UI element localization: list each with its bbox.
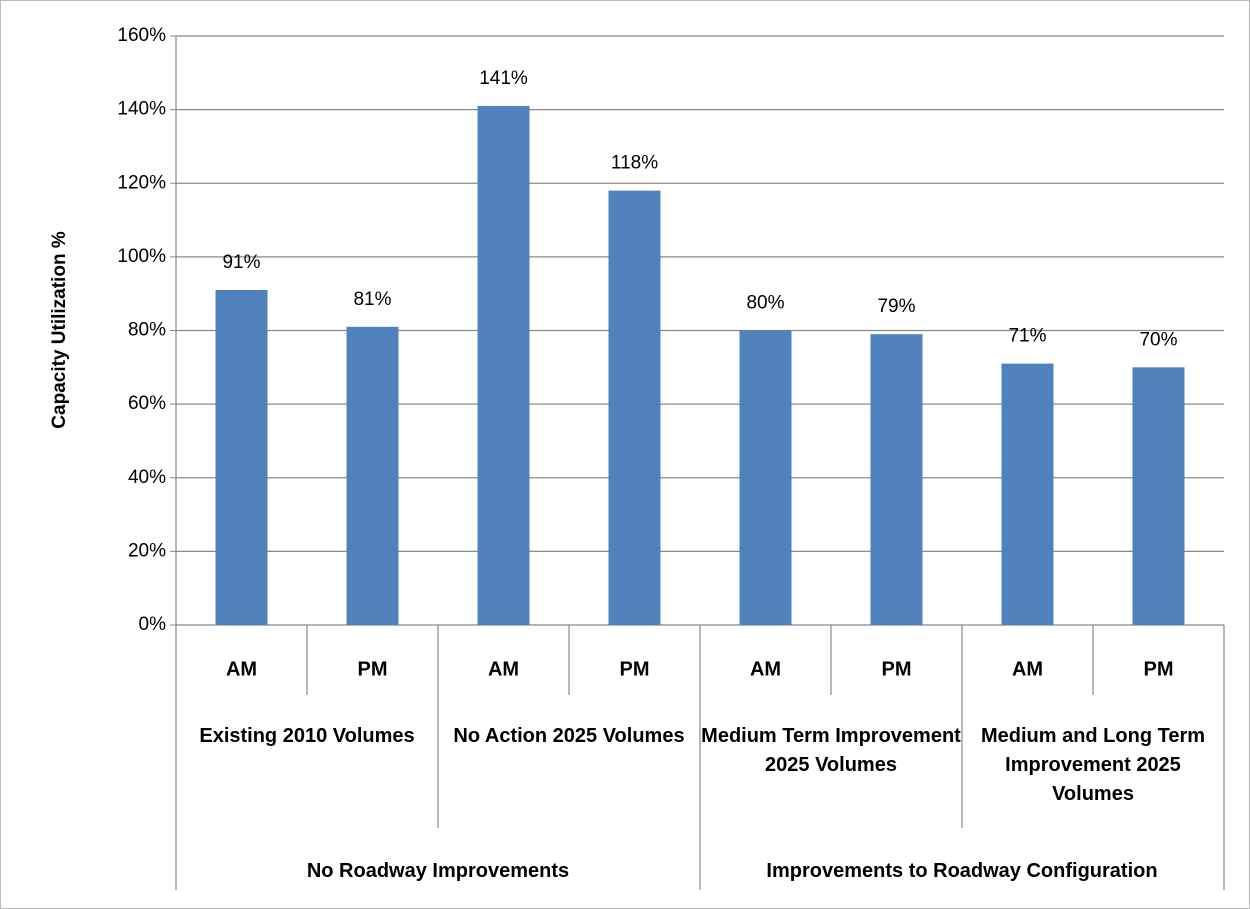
data-label: 70%: [1139, 329, 1177, 350]
y-tick-label: 100%: [117, 246, 166, 267]
y-tick-label: 0%: [139, 614, 167, 635]
x-tick-label: AM: [226, 658, 257, 680]
y-tick-label: 20%: [128, 540, 166, 561]
bar: [1001, 363, 1054, 625]
supergroup-label: Improvements to Roadway Configuration: [766, 860, 1158, 882]
data-label: 79%: [877, 296, 915, 317]
data-label: 118%: [611, 153, 658, 174]
y-axis-title: Capacity Utilization %: [49, 231, 70, 429]
y-tick-label: 140%: [117, 99, 166, 120]
x-tick-label: AM: [488, 658, 519, 680]
group-label: No Action 2025 Volumes: [453, 725, 685, 747]
bar: [608, 190, 661, 626]
y-tick-label: 160%: [117, 25, 166, 46]
data-label: 141%: [479, 68, 528, 89]
x-tick-label: PM: [1144, 658, 1174, 680]
group-label: Existing 2010 Volumes: [199, 725, 415, 747]
y-tick-label: 80%: [128, 320, 166, 341]
y-tick-label: 60%: [128, 393, 166, 414]
y-tick-label: 120%: [117, 172, 166, 193]
supergroup-label: No Roadway Improvements: [306, 860, 570, 882]
x-tick-label: PM: [882, 658, 912, 680]
data-label: 81%: [353, 289, 391, 310]
data-label: 71%: [1008, 326, 1046, 347]
data-label: 91%: [222, 252, 260, 273]
x-tick-label: AM: [1012, 658, 1043, 680]
x-tick-label: PM: [620, 658, 650, 680]
bar: [477, 105, 530, 626]
bar: [215, 290, 268, 625]
bar: [870, 334, 923, 625]
bar: [1132, 367, 1185, 625]
x-tick-label: AM: [750, 658, 781, 680]
bar: [346, 326, 399, 625]
group-label: Medium and Long Term Improvement 2025 Vo…: [980, 725, 1206, 805]
data-label: 80%: [746, 293, 784, 314]
y-tick-label: 40%: [128, 467, 166, 488]
group-label: Medium Term Improvement 2025 Volumes: [701, 725, 961, 776]
bar: [739, 330, 792, 625]
x-tick-label: PM: [358, 658, 388, 680]
